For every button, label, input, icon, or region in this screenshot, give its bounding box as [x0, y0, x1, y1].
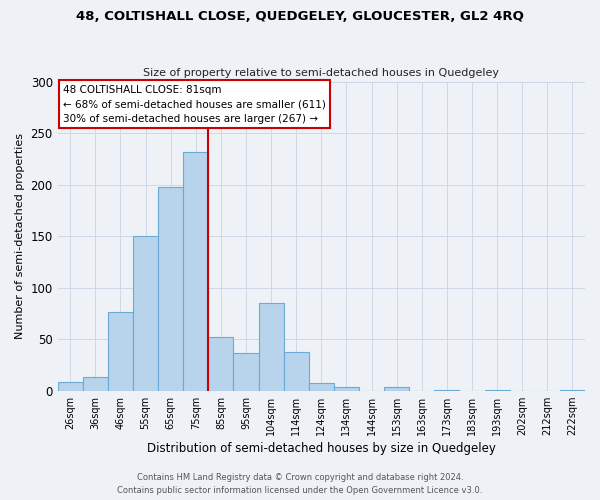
Bar [108, 312, 133, 390]
Bar [158, 186, 183, 390]
Bar [384, 386, 409, 390]
Bar [58, 382, 83, 390]
Text: 48, COLTISHALL CLOSE, QUEDGELEY, GLOUCESTER, GL2 4RQ: 48, COLTISHALL CLOSE, QUEDGELEY, GLOUCES… [76, 10, 524, 23]
Y-axis label: Number of semi-detached properties: Number of semi-detached properties [15, 133, 25, 339]
Title: Size of property relative to semi-detached houses in Quedgeley: Size of property relative to semi-detach… [143, 68, 499, 78]
Bar [334, 386, 359, 390]
Bar [133, 236, 158, 390]
Bar [284, 352, 309, 391]
X-axis label: Distribution of semi-detached houses by size in Quedgeley: Distribution of semi-detached houses by … [147, 442, 496, 455]
Bar [208, 337, 233, 390]
Text: Contains HM Land Registry data © Crown copyright and database right 2024.
Contai: Contains HM Land Registry data © Crown c… [118, 474, 482, 495]
Text: 48 COLTISHALL CLOSE: 81sqm
← 68% of semi-detached houses are smaller (611)
30% o: 48 COLTISHALL CLOSE: 81sqm ← 68% of semi… [63, 84, 326, 124]
Bar [309, 384, 334, 390]
Bar [259, 303, 284, 390]
Bar [83, 378, 108, 390]
Bar [183, 152, 208, 390]
Bar [233, 352, 259, 391]
